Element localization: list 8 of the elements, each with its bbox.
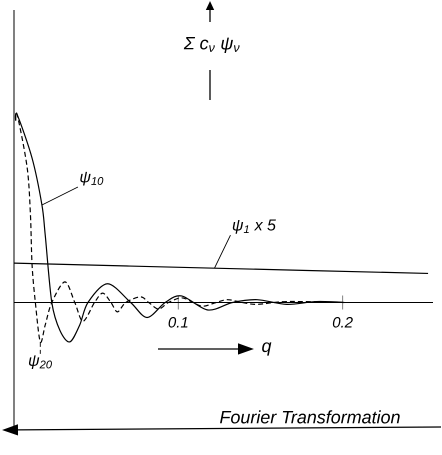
text: ψ$_{10}$ bbox=[80, 172, 104, 186]
legend-label: ψ$_{20}$ bbox=[28, 355, 52, 370]
y-axis-title: Σ c$_{ν}$ ψ$_{ν}$ bbox=[184, 36, 240, 54]
x-axis-title: q bbox=[262, 342, 272, 356]
x-tick-label: 0.1 bbox=[168, 317, 188, 328]
x-tick-label: 0.2 bbox=[332, 317, 353, 328]
text: Fourier Transformation bbox=[220, 410, 400, 424]
text: ψ$_{1}$ x 5 bbox=[232, 219, 276, 234]
